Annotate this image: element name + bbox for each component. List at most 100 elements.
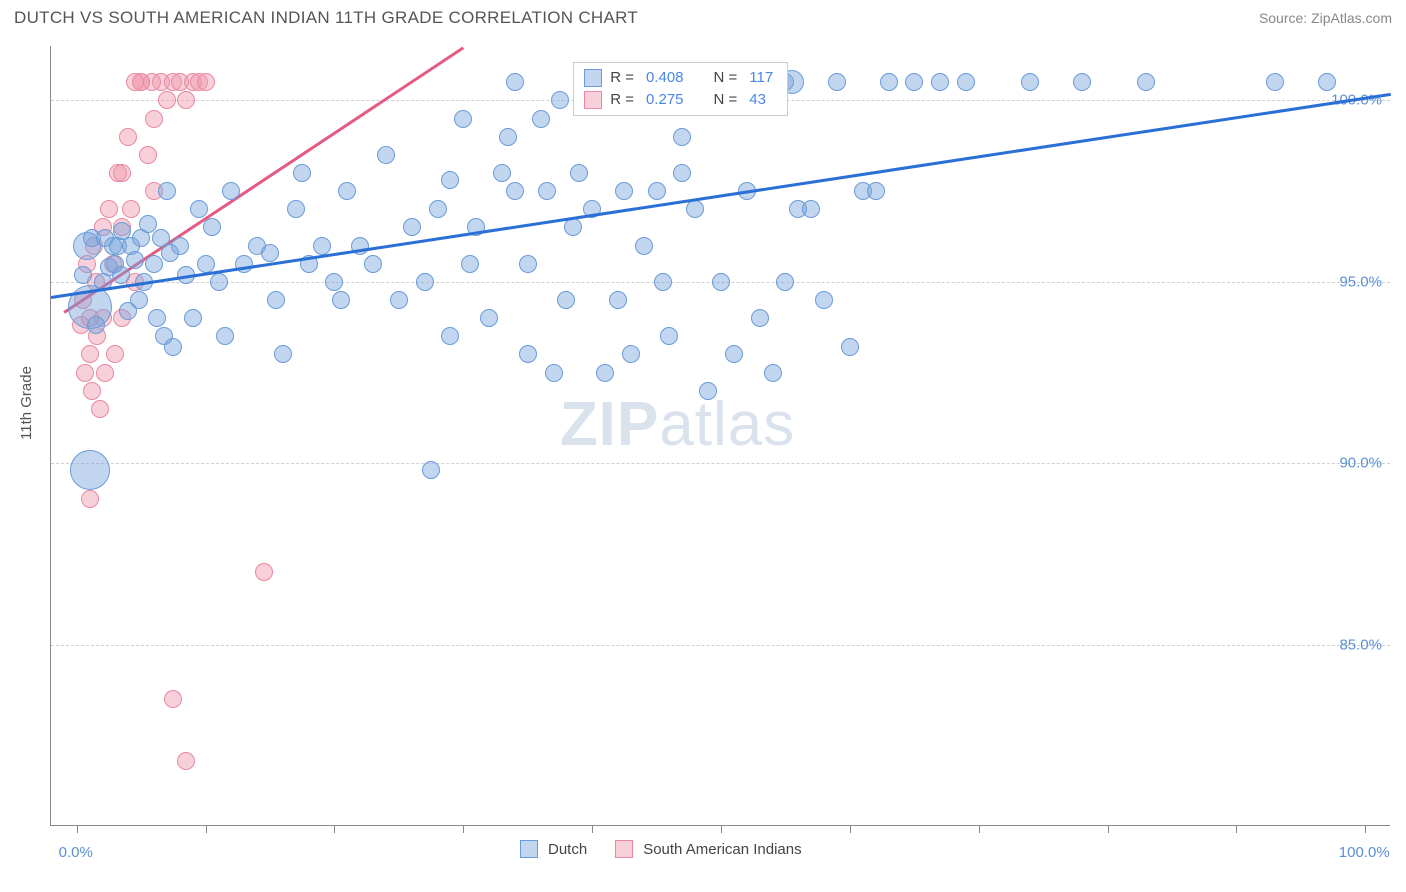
dutch-point xyxy=(139,215,157,233)
dutch-point xyxy=(210,273,228,291)
dutch-point xyxy=(171,237,189,255)
stats-row: R =0.275N =43 xyxy=(584,89,777,111)
series-swatch xyxy=(584,69,602,87)
dutch-point xyxy=(673,164,691,182)
dutch-point xyxy=(164,338,182,356)
dutch-point xyxy=(545,364,563,382)
dutch-point xyxy=(725,345,743,363)
x-tick xyxy=(206,825,207,833)
dutch-point xyxy=(422,461,440,479)
r-value: 0.408 xyxy=(642,69,688,86)
x-tick xyxy=(1108,825,1109,833)
dutch-point xyxy=(313,237,331,255)
dutch-point xyxy=(364,255,382,273)
dutch-point xyxy=(776,273,794,291)
dutch-point xyxy=(828,73,846,91)
x-tick xyxy=(1365,825,1366,833)
dutch-point xyxy=(686,200,704,218)
dutch-point xyxy=(880,73,898,91)
dutch-point xyxy=(957,73,975,91)
dutch-point xyxy=(293,164,311,182)
y-tick-label: 90.0% xyxy=(1339,455,1382,472)
dutch-point xyxy=(441,327,459,345)
r-label: R = xyxy=(610,69,634,86)
dutch-point xyxy=(203,218,221,236)
dutch-point xyxy=(712,273,730,291)
sai-point xyxy=(100,200,118,218)
sai-point xyxy=(164,690,182,708)
r-label: R = xyxy=(610,91,634,108)
dutch-point xyxy=(551,91,569,109)
sai-point xyxy=(126,73,144,91)
dutch-point xyxy=(267,291,285,309)
dutch-point xyxy=(841,338,859,356)
dutch-point xyxy=(1073,73,1091,91)
sai-point xyxy=(177,91,195,109)
legend: DutchSouth American Indians xyxy=(520,840,820,858)
dutch-point xyxy=(222,182,240,200)
dutch-point xyxy=(564,218,582,236)
series-swatch xyxy=(584,91,602,109)
dutch-point xyxy=(461,255,479,273)
dutch-point xyxy=(74,266,92,284)
dutch-point xyxy=(519,345,537,363)
legend-swatch xyxy=(520,840,538,858)
dutch-point xyxy=(506,182,524,200)
dutch-point xyxy=(648,182,666,200)
n-value: 43 xyxy=(745,91,770,108)
dutch-point xyxy=(403,218,421,236)
stats-box: R =0.408N =117R =0.275N =43 xyxy=(573,62,788,116)
source-attribution: Source: ZipAtlas.com xyxy=(1259,10,1392,26)
x-tick xyxy=(77,825,78,833)
dutch-point xyxy=(654,273,672,291)
dutch-point xyxy=(931,73,949,91)
dutch-point xyxy=(126,251,144,269)
chart-title: DUTCH VS SOUTH AMERICAN INDIAN 11TH GRAD… xyxy=(14,8,638,28)
dutch-point xyxy=(216,327,234,345)
dutch-point xyxy=(1318,73,1336,91)
x-tick-label: 100.0% xyxy=(1339,844,1390,861)
dutch-point xyxy=(87,316,105,334)
dutch-point xyxy=(429,200,447,218)
legend-swatch xyxy=(615,840,633,858)
x-tick xyxy=(463,825,464,833)
sai-point xyxy=(96,364,114,382)
dutch-point xyxy=(493,164,511,182)
dutch-point xyxy=(480,309,498,327)
legend-label: South American Indians xyxy=(643,841,801,858)
dutch-point xyxy=(190,200,208,218)
grid-line xyxy=(51,463,1390,464)
dutch-point xyxy=(609,291,627,309)
dutch-point xyxy=(1137,73,1155,91)
dutch-point xyxy=(570,164,588,182)
sai-point xyxy=(91,400,109,418)
dutch-point xyxy=(332,291,350,309)
sai-point xyxy=(119,128,137,146)
sai-point xyxy=(81,490,99,508)
dutch-point xyxy=(274,345,292,363)
dutch-point xyxy=(660,327,678,345)
dutch-point xyxy=(130,291,148,309)
dutch-point xyxy=(70,450,110,490)
sai-point xyxy=(255,563,273,581)
sai-point xyxy=(113,164,131,182)
dutch-point xyxy=(764,364,782,382)
x-tick-label: 0.0% xyxy=(59,844,93,861)
y-tick-label: 85.0% xyxy=(1339,636,1382,653)
sai-point xyxy=(83,382,101,400)
n-label: N = xyxy=(714,69,738,86)
dutch-trend-line xyxy=(51,93,1391,299)
dutch-point xyxy=(802,200,820,218)
dutch-point xyxy=(557,291,575,309)
dutch-point xyxy=(532,110,550,128)
dutch-point xyxy=(519,255,537,273)
n-label: N = xyxy=(714,91,738,108)
dutch-point xyxy=(905,73,923,91)
watermark: ZIPatlas xyxy=(560,389,795,460)
y-axis-label: 11th Grade xyxy=(18,366,35,440)
sai-point xyxy=(76,364,94,382)
grid-line xyxy=(51,645,1390,646)
dutch-point xyxy=(635,237,653,255)
sai-point xyxy=(106,345,124,363)
dutch-point xyxy=(673,128,691,146)
